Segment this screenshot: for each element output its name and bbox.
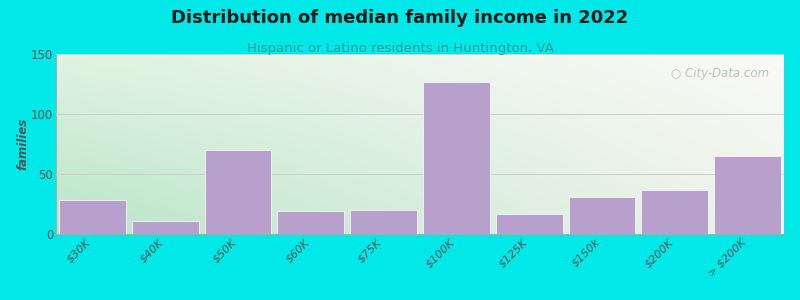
Bar	[642, 190, 708, 234]
Bar	[132, 221, 198, 234]
Bar	[423, 82, 490, 234]
Text: Hispanic or Latino residents in Huntington, VA: Hispanic or Latino residents in Huntingt…	[246, 42, 554, 55]
Bar	[350, 210, 417, 234]
Bar	[569, 197, 635, 234]
Bar	[278, 211, 344, 234]
Y-axis label: families: families	[17, 118, 30, 170]
Text: ○ City-Data.com: ○ City-Data.com	[671, 67, 770, 80]
Bar	[205, 150, 271, 234]
Bar	[496, 214, 562, 234]
Bar	[59, 200, 126, 234]
Bar	[714, 156, 781, 234]
Text: Distribution of median family income in 2022: Distribution of median family income in …	[171, 9, 629, 27]
